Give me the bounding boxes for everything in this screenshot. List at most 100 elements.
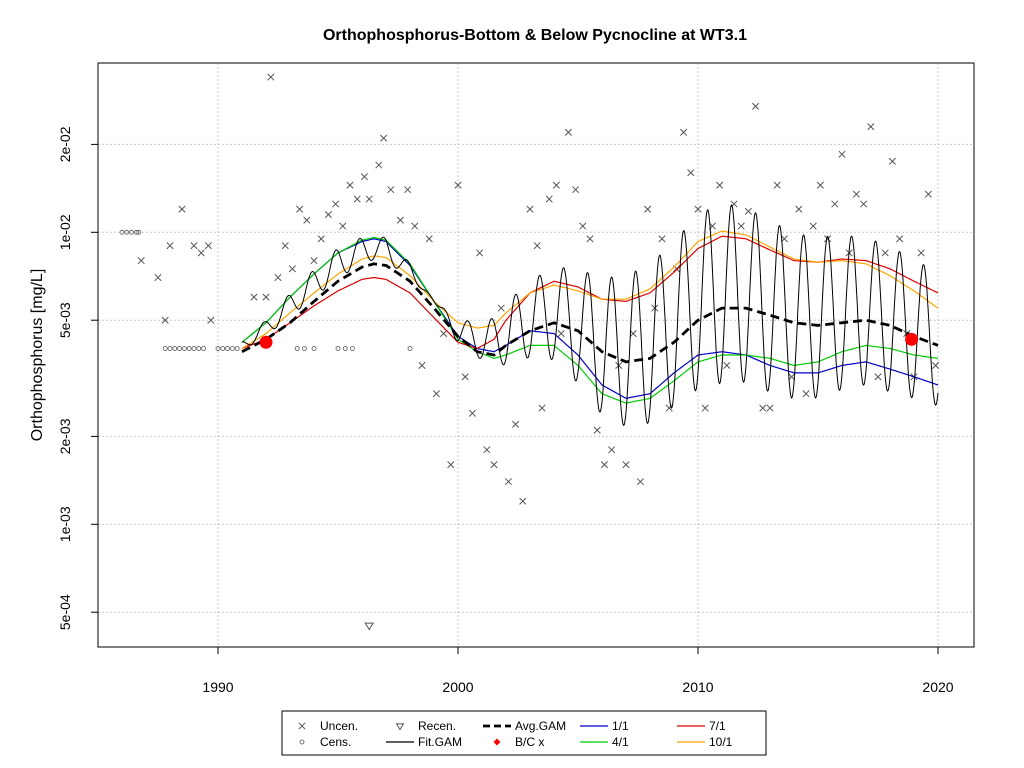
uncen-point	[432, 390, 440, 398]
uncen-point	[512, 420, 520, 428]
uncen-point	[824, 235, 832, 243]
uncen-point	[636, 478, 644, 486]
cens-point	[225, 346, 231, 351]
legend-symbol	[493, 738, 501, 746]
uncen-point	[166, 242, 174, 250]
uncen-point	[454, 181, 462, 189]
legend: Uncen. Cens. Recen. Fit.GAM Avg.GAM B/C x 1/1 4…	[281, 710, 767, 756]
uncen-point	[519, 497, 527, 505]
avg-gam-line	[241, 262, 939, 364]
uncen-point	[759, 404, 767, 412]
uncen-point	[694, 205, 702, 213]
legend-item: B/C x	[493, 735, 544, 749]
uncen-point	[680, 128, 688, 136]
fit-gam-path	[241, 204, 939, 427]
uncen-point	[831, 200, 839, 208]
uncen-point	[418, 361, 426, 369]
cens-point	[234, 346, 240, 351]
uncen-point	[346, 181, 354, 189]
cens-point	[133, 229, 139, 235]
cens-point	[229, 346, 235, 351]
cens-point	[407, 346, 413, 351]
y-axis-label: Orthophosphorus [mg/L]	[29, 269, 46, 442]
uncen-point	[552, 181, 560, 189]
uncen-point	[267, 73, 275, 81]
line-7-1	[241, 235, 939, 350]
uncen-point	[387, 186, 395, 194]
uncen-point	[317, 235, 325, 243]
uncen-point	[404, 186, 412, 194]
legend-symbol	[298, 722, 306, 730]
cens-point	[215, 346, 221, 351]
uncen-point	[526, 205, 534, 213]
uncen-point	[766, 404, 774, 412]
uncen-point	[572, 186, 580, 194]
grid-lines	[98, 63, 974, 647]
uncen-point	[339, 222, 347, 230]
cens-point	[220, 346, 226, 351]
chart-title: Orthophosphorus-Bottom & Below Pycnoclin…	[323, 27, 747, 44]
uncen-point	[353, 195, 361, 203]
recen-point	[364, 622, 375, 631]
cens-point	[186, 346, 192, 351]
uncen-point	[586, 235, 594, 243]
uncen-point	[723, 361, 731, 369]
x-axis: 1990 2000 2010 2020	[202, 646, 954, 695]
y-tick-label: 5e-03	[57, 302, 73, 338]
uncen-point	[538, 404, 546, 412]
legend-item: Fit.GAM	[386, 735, 462, 749]
uncen-point	[483, 446, 491, 454]
uncen-point	[296, 205, 304, 213]
uncen-point	[310, 257, 318, 265]
uncen-point	[250, 293, 258, 301]
legend-box	[281, 710, 767, 756]
uncen-point	[425, 235, 433, 243]
cens-point	[172, 346, 178, 351]
uncen-point	[190, 242, 198, 250]
legend-label: B/C x	[515, 735, 544, 749]
uncen-point	[622, 461, 630, 469]
uncen-point	[262, 293, 270, 301]
uncen-point	[716, 181, 724, 189]
uncen-point	[644, 205, 652, 213]
plot-frame	[97, 62, 975, 648]
x-tick-label: 2000	[442, 679, 473, 695]
uncen-point	[852, 190, 860, 198]
uncen-point	[154, 273, 162, 282]
cens-point	[191, 346, 197, 351]
uncen-point	[161, 316, 169, 324]
line-1-1	[241, 238, 939, 399]
uncen-point	[924, 190, 932, 198]
legend-symbol	[299, 739, 305, 745]
uncensored-points	[137, 73, 940, 505]
uncen-point	[773, 181, 781, 189]
cens-point	[349, 346, 355, 351]
y-tick-label: 1e-03	[57, 506, 73, 542]
uncen-point	[600, 461, 608, 469]
uncen-point	[281, 242, 289, 250]
x-tick-label: 2020	[922, 679, 953, 695]
legend-label: 4/1	[612, 735, 629, 749]
uncen-point	[744, 207, 752, 215]
x-tick-label: 2010	[682, 679, 713, 695]
uncen-point	[932, 361, 940, 369]
uncen-point	[137, 257, 145, 265]
censored-points	[119, 229, 413, 351]
cens-point	[119, 229, 125, 235]
uncen-point	[324, 211, 332, 219]
line-4-1	[241, 236, 939, 404]
bc-point	[905, 332, 919, 346]
uncen-point	[365, 195, 373, 203]
legend-label: Recen.	[418, 719, 456, 733]
y-tick-label: 2e-02	[57, 126, 73, 162]
uncen-point	[896, 235, 904, 243]
uncen-point	[860, 200, 868, 208]
uncen-point	[888, 157, 896, 165]
uncen-point	[687, 169, 695, 177]
legend-label: 10/1	[709, 735, 733, 749]
line-10-1	[241, 230, 939, 349]
legend-item: Recen.	[395, 719, 456, 733]
legend-item: Cens.	[299, 735, 351, 749]
recensored-points	[364, 622, 375, 631]
